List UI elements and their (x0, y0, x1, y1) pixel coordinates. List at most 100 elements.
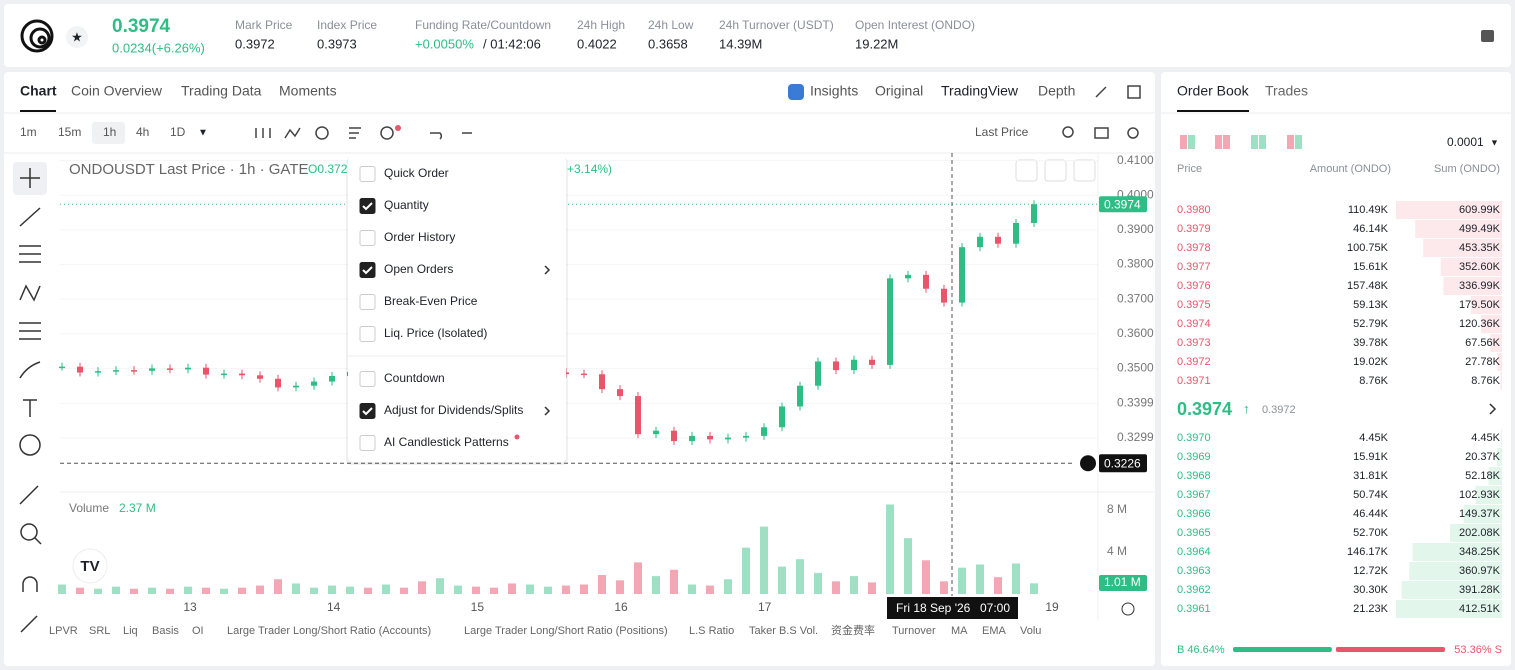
interval[interactable]: 1D (170, 125, 186, 139)
volume-bar (922, 560, 930, 594)
menu-item[interactable]: Countdown (384, 371, 445, 385)
candle (131, 370, 137, 372)
tab[interactable]: Coin Overview (71, 83, 163, 99)
indicator-tab[interactable]: MA (951, 625, 968, 637)
ob-tab[interactable]: Trades (1265, 83, 1308, 99)
candle (77, 366, 83, 373)
precision[interactable]: 0.0001 (1447, 135, 1484, 149)
submenu-arrow (544, 406, 551, 416)
volume-bar (562, 585, 570, 594)
view-icon[interactable] (1223, 135, 1230, 149)
interval[interactable]: 4h (136, 125, 149, 139)
checkbox[interactable] (359, 371, 376, 387)
indicator-tab[interactable]: Volu (1020, 625, 1041, 637)
stat-value: 0.3972 (235, 36, 275, 51)
indicator-tab[interactable]: SRL (89, 625, 110, 637)
volume-bar (274, 579, 282, 594)
menu-item[interactable]: Order History (384, 230, 455, 244)
chart-buttons[interactable] (1015, 159, 1096, 182)
crosshair-box (1099, 454, 1147, 473)
interval[interactable]: 1h (103, 125, 116, 139)
settings[interactable] (1121, 602, 1135, 616)
indicator-tab[interactable]: 资金费率 (831, 623, 875, 637)
crosshair-plus[interactable] (1080, 455, 1096, 472)
indicator-tab[interactable]: Taker B.S Vol. (749, 625, 818, 637)
depth-bar (1450, 524, 1502, 542)
price-source[interactable]: Last Price (975, 125, 1029, 139)
checkbox[interactable] (359, 166, 376, 182)
tab[interactable]: Depth (1038, 83, 1075, 99)
checkbox[interactable] (359, 230, 376, 246)
volume-bar (472, 586, 480, 594)
depth-bar (1412, 543, 1502, 561)
candle (185, 367, 191, 370)
menu (348, 156, 566, 462)
checkbox[interactable] (359, 326, 376, 342)
tab[interactable]: Insights (810, 83, 858, 99)
ob-amount: 110.49K (1348, 204, 1389, 216)
stat-label: 24h Low (648, 18, 694, 32)
interval[interactable]: 1m (20, 125, 37, 139)
icon[interactable] (1481, 30, 1494, 42)
indicator-tab[interactable]: Large Trader Long/Short Ratio (Accounts) (227, 625, 431, 637)
view-icon[interactable] (1180, 135, 1187, 149)
tab[interactable]: Chart (20, 83, 57, 99)
menu-item[interactable]: Break-Even Price (384, 294, 478, 308)
indicator-tab[interactable]: Turnover (892, 625, 936, 637)
tab[interactable]: Original (875, 83, 923, 99)
toolbar-icons[interactable] (255, 85, 1141, 140)
volume-bar (1030, 583, 1038, 594)
view-icon[interactable] (1259, 135, 1266, 149)
indicator-tab[interactable]: Basis (152, 625, 179, 637)
tab[interactable]: Trading Data (181, 83, 262, 99)
indicator-tab[interactable]: EMA (982, 625, 1007, 637)
tab[interactable]: Moments (279, 83, 337, 99)
menu-item[interactable]: AI Candlestick Patterns (384, 435, 509, 449)
volume-tick: 8 M (1107, 502, 1127, 516)
tab[interactable]: TradingView (941, 83, 1019, 99)
menu-item[interactable]: Adjust for Dividends/Splits (384, 403, 523, 417)
depth-bar (1475, 486, 1502, 504)
menu-item[interactable]: Liq. Price (Isolated) (384, 326, 487, 340)
checkbox[interactable] (359, 403, 376, 419)
menu-item[interactable]: Quick Order (384, 166, 449, 180)
volume-bar (634, 562, 642, 594)
ob-more[interactable] (1489, 403, 1497, 415)
up-arrow: ↑ (1243, 401, 1250, 417)
interval[interactable]: 15m (58, 125, 81, 139)
menu-item[interactable]: Quantity (384, 198, 429, 212)
menu-item[interactable]: Open Orders (384, 262, 453, 276)
ob-price: 0.3968 (1177, 470, 1211, 482)
depth-bar (1488, 467, 1502, 485)
ob-sum: 67.56K (1465, 337, 1501, 349)
indicator-tab[interactable]: L.S Ratio (689, 625, 734, 637)
left-tools[interactable] (13, 162, 47, 633)
candle (851, 359, 857, 371)
view-icon[interactable] (1188, 135, 1195, 149)
candle (635, 396, 641, 435)
ob-sum: 52.18K (1465, 470, 1501, 482)
checkbox[interactable] (359, 294, 376, 310)
x-tick-label: 13 (183, 600, 197, 614)
stat-label: Funding Rate/Countdown (415, 18, 551, 32)
favorite[interactable] (66, 26, 88, 48)
indicator-tab[interactable]: LPVR (49, 625, 78, 637)
volume-bar (868, 582, 876, 594)
view-icon[interactable] (1295, 135, 1302, 149)
indicator-tab[interactable]: OI (192, 625, 204, 637)
view-icon[interactable] (1215, 135, 1222, 149)
candle (941, 288, 947, 303)
stat-value: 19.22M (855, 36, 898, 51)
indicator-tab[interactable]: Large Trader Long/Short Ratio (Positions… (464, 625, 668, 637)
ob-tab[interactable]: Order Book (1177, 83, 1250, 99)
checkbox[interactable] (359, 435, 376, 451)
checkbox[interactable] (359, 198, 376, 214)
candle (293, 385, 299, 388)
indicator-tab[interactable]: Liq (123, 625, 138, 637)
ob-header: Price (1177, 163, 1202, 175)
view-icon[interactable] (1287, 135, 1294, 149)
candle (725, 437, 731, 440)
candle (959, 247, 965, 303)
checkbox[interactable] (359, 262, 376, 278)
view-icon[interactable] (1251, 135, 1258, 149)
